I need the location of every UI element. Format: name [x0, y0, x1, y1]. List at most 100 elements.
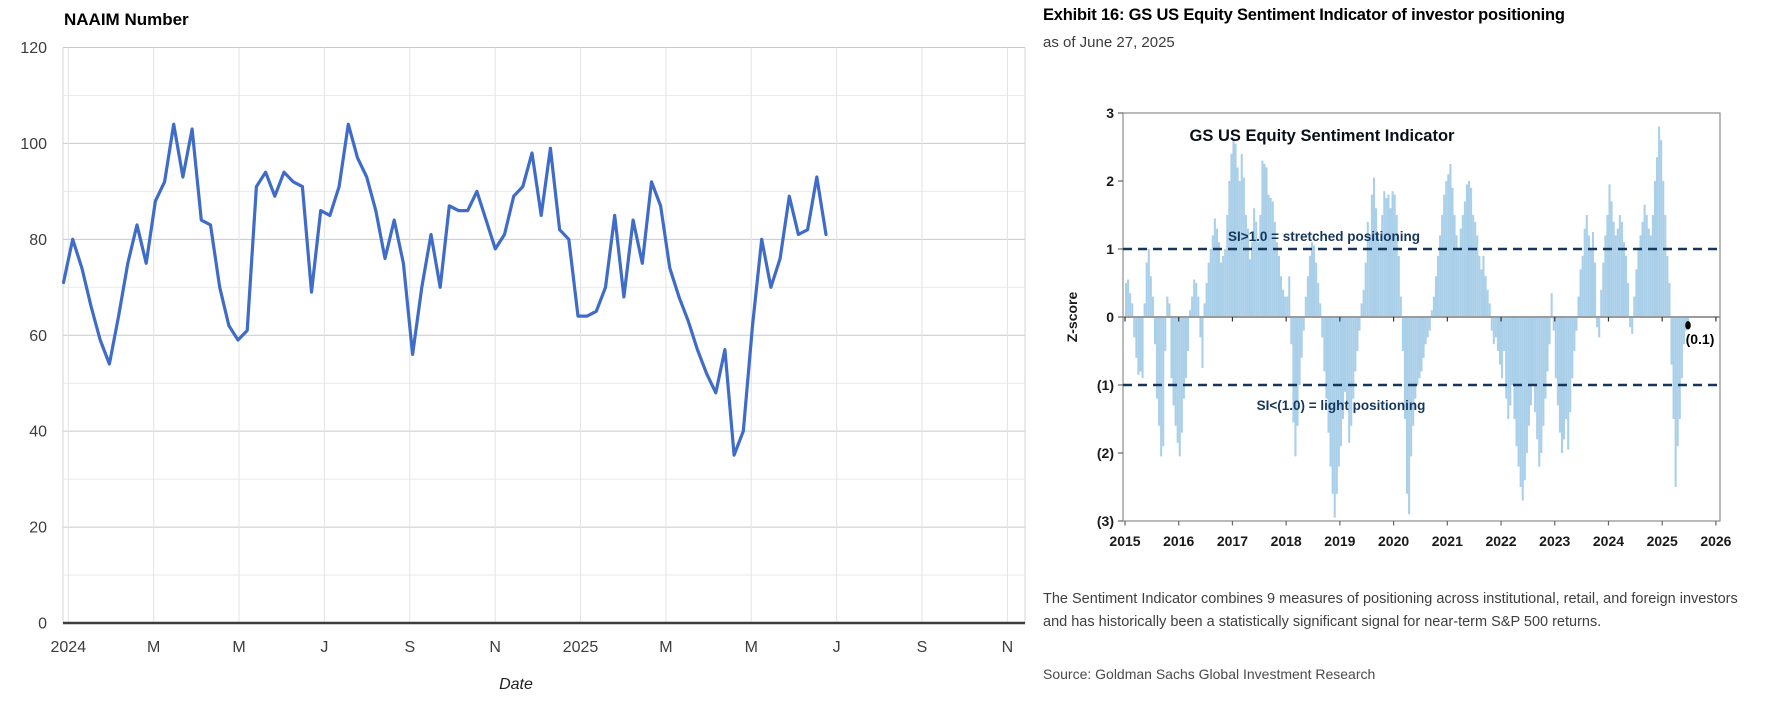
sentiment-bar	[1331, 317, 1334, 494]
sentiment-bar	[1618, 215, 1621, 317]
sentiment-bar	[1602, 262, 1605, 317]
sentiment-bar	[1344, 317, 1347, 392]
sentiment-bar	[1620, 221, 1623, 317]
sentiment-bar	[1300, 317, 1303, 358]
y-tick-label: 20	[29, 520, 47, 537]
sentiment-bar	[1459, 228, 1462, 317]
sentiment-bar	[1242, 177, 1245, 317]
sentiment-bar	[1503, 317, 1506, 351]
sentiment-bar	[1449, 164, 1452, 317]
sentiment-bar	[1282, 289, 1285, 317]
sentiment-bar	[1292, 317, 1295, 423]
sentiment-bar	[1178, 317, 1181, 457]
sentiment-bar	[1600, 289, 1603, 317]
sentiment-bar	[1172, 317, 1175, 406]
x-tick-label: M	[232, 639, 245, 656]
sentiment-bar	[1666, 255, 1669, 317]
sentiment-bar	[1436, 255, 1440, 317]
sentiment-bar	[1486, 289, 1489, 317]
sentiment-bar	[1358, 317, 1361, 331]
x-tick-label: J	[320, 639, 328, 656]
sentiment-bar	[1277, 255, 1280, 317]
sentiment-bar	[1420, 317, 1423, 372]
sentiment-bar	[1261, 160, 1264, 317]
sentiment-bar	[1232, 140, 1235, 317]
sentiment-bar	[1447, 174, 1450, 317]
sentiment-bar	[1519, 317, 1522, 487]
sentiment-bar	[1189, 310, 1192, 317]
sentiment-bar	[1147, 249, 1150, 317]
sentiment-bar	[1604, 235, 1607, 317]
sentiment-bar	[1482, 255, 1485, 317]
sentiment-bar	[1259, 215, 1262, 317]
sentiment-bar	[1579, 269, 1582, 317]
sentiment-bar	[1612, 221, 1615, 317]
sentiment-bar	[1201, 317, 1204, 368]
sentiment-bar	[1610, 201, 1613, 317]
sentiment-bar	[1205, 283, 1208, 317]
sentiment-bar	[1370, 194, 1373, 317]
year-label: 2026	[1700, 533, 1731, 549]
sentiment-bar	[1496, 317, 1499, 351]
sentiment-bar	[1492, 317, 1495, 345]
sentiment-bar	[1451, 187, 1454, 317]
sentiment-bar	[1290, 317, 1293, 345]
last-point-marker	[1685, 321, 1691, 330]
sentiment-bar	[1139, 317, 1142, 372]
year-label: 2023	[1539, 533, 1570, 549]
sentiment-bar	[1145, 262, 1148, 317]
z-tick-label: (2)	[1097, 445, 1114, 461]
sentiment-bar	[1401, 317, 1404, 351]
y-tick-label: 80	[29, 232, 47, 249]
year-label: 2025	[1647, 533, 1678, 549]
sentiment-bar	[1310, 242, 1314, 317]
sentiment-bar	[1352, 317, 1355, 399]
year-label: 2017	[1217, 533, 1248, 549]
sentiment-bar	[1244, 215, 1247, 317]
sentiment-bar	[1224, 249, 1227, 317]
sentiment-bar	[1465, 184, 1468, 317]
naaim-series-line	[61, 122, 828, 457]
sentiment-bar	[1350, 317, 1353, 426]
exhibit-title: Exhibit 16: GS US Equity Sentiment Indic…	[1043, 6, 1565, 24]
sentiment-bar	[1664, 215, 1667, 317]
sentiment-bar	[1315, 262, 1318, 317]
sentiment-bar	[1418, 317, 1421, 379]
sentiment-bar	[1317, 283, 1320, 317]
exhibit-asof-date: as of June 27, 2025	[1043, 34, 1175, 51]
sentiment-bar	[1220, 262, 1223, 317]
sentiment-bar	[1125, 283, 1128, 317]
sentiment-bar	[1153, 317, 1156, 345]
exhibit-source: Source: Goldman Sachs Global Investment …	[1043, 666, 1376, 682]
sentiment-bar	[1542, 317, 1545, 426]
sentiment-bar	[1399, 296, 1402, 317]
sentiment-bar	[1174, 317, 1177, 426]
sentiment-bar	[1569, 317, 1572, 413]
sentiment-bar	[1517, 317, 1520, 467]
y-tick-label: 100	[20, 136, 47, 153]
y-tick-label: 60	[29, 328, 47, 345]
sentiment-bar	[1406, 317, 1409, 494]
sentiment-bar	[1226, 215, 1229, 317]
sentiment-bar	[1606, 215, 1609, 317]
sentiment-bar	[1240, 153, 1243, 317]
sentiment-bar	[1581, 255, 1584, 317]
sentiment-bar	[1222, 255, 1225, 317]
sentiment-bar	[1263, 164, 1266, 317]
sentiment-bar	[1577, 296, 1580, 317]
year-label: 2015	[1109, 533, 1140, 549]
last-point-label: (0.1)	[1686, 331, 1715, 347]
sentiment-bar	[1488, 303, 1491, 317]
sentiment-bar	[1385, 198, 1388, 317]
sentiment-bar	[1213, 218, 1216, 317]
sentiment-bar	[1501, 317, 1504, 379]
y-tick-label: 0	[38, 616, 47, 633]
sentiment-bar	[1544, 317, 1547, 399]
x-tick-label: N	[1002, 639, 1014, 656]
sentiment-bar	[1573, 317, 1576, 351]
sentiment-bar	[1255, 221, 1258, 317]
sentiment-bar	[1660, 140, 1663, 317]
sentiment-bar	[1472, 215, 1475, 317]
sentiment-bar	[1616, 228, 1619, 317]
sentiment-bar	[1215, 228, 1218, 317]
